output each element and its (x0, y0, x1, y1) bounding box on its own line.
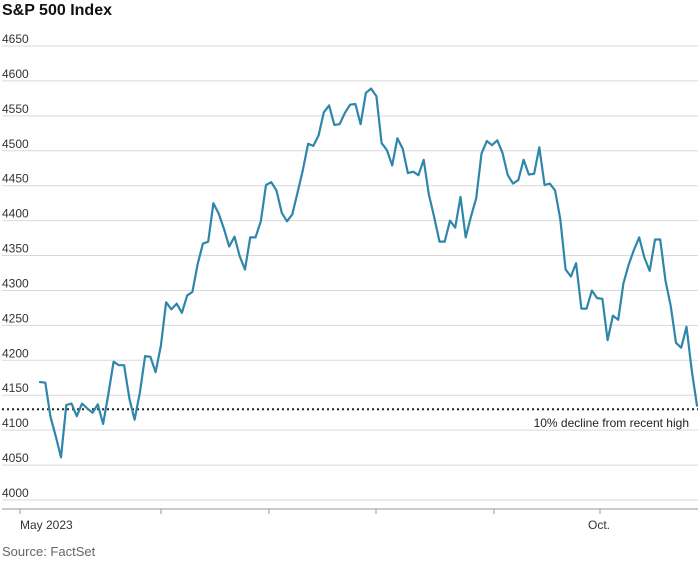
y-tick-label: 4650 (2, 32, 29, 46)
y-tick-label: 4250 (2, 311, 29, 325)
y-tick-label: 4000 (2, 486, 29, 500)
y-tick-label: 4550 (2, 102, 29, 116)
series-line (38, 87, 699, 459)
chart-title: S&P 500 Index (2, 2, 112, 19)
x-tick-label-may-2023: May 2023 (20, 518, 73, 532)
y-tick-label: 4150 (2, 381, 29, 395)
threshold-label: 10% decline from recent high (534, 416, 689, 430)
y-tick-label: 4200 (2, 346, 29, 360)
y-axis-ticks: 4000 4050 4100 4150 4200 4250 4300 4350 4400 4450… (2, 32, 29, 500)
y-tick-label: 4100 (2, 416, 29, 430)
y-tick-label: 4050 (2, 451, 29, 465)
y-tick-label: 4300 (2, 276, 29, 290)
y-tick-label: 4450 (2, 172, 29, 186)
series-layer (38, 87, 699, 459)
source-note: Source: FactSet (2, 544, 96, 559)
y-tick-label: 4400 (2, 207, 29, 221)
x-axis: May 2023 Oct. (2, 508, 698, 532)
threshold-layer: 10% decline from recent high (2, 408, 698, 430)
y-tick-label: 4350 (2, 242, 29, 256)
y-tick-label: 4500 (2, 137, 29, 151)
y-tick-label: 4600 (2, 67, 29, 81)
x-tick-label-oct: Oct. (588, 518, 610, 532)
line-chart: 4000 4050 4100 4150 4200 4250 4300 4350 4400 4450… (2, 32, 699, 532)
gridlines (2, 45, 698, 501)
